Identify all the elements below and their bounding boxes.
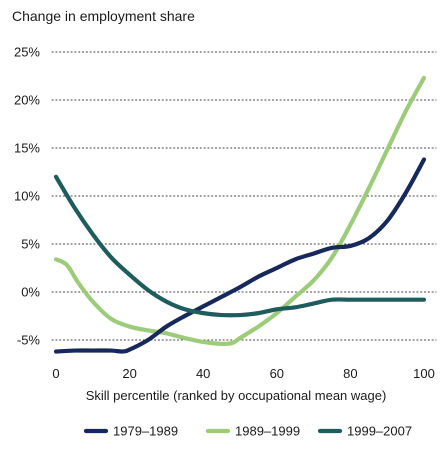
y-tick-label: 10%: [14, 189, 40, 204]
x-tick-labels: 0 20 40 60 80 100: [52, 366, 434, 381]
y-tick-label: 15%: [14, 141, 40, 156]
x-tick-label: 0: [52, 366, 59, 381]
x-tick-label: 80: [343, 366, 357, 381]
x-tick-label: 40: [196, 366, 210, 381]
y-tick-label: 25%: [14, 45, 40, 60]
x-tick-label: 20: [122, 366, 136, 381]
series-line-2: [53, 174, 427, 318]
x-tick-label: 60: [270, 366, 284, 381]
x-tick-label: 100: [413, 366, 435, 381]
series-lines: [53, 75, 427, 354]
series-line-0: [53, 157, 427, 354]
y-axis-label: Change in employment share: [12, 8, 195, 24]
legend-label: 1999–2007: [347, 424, 412, 439]
y-tick-label: 0%: [21, 285, 40, 300]
legend-label: 1989–1999: [235, 424, 300, 439]
gridlines: [51, 51, 437, 341]
legend: 1979–1989 1989–1999 1999–2007: [83, 424, 412, 439]
legend-label: 1979–1989: [113, 424, 178, 439]
series-line-1: [53, 75, 427, 346]
y-tick-label: 5%: [21, 237, 40, 252]
y-tick-labels: -5% 0% 5% 10% 15% 20% 25%: [14, 45, 40, 348]
y-tick-label: 20%: [14, 93, 40, 108]
y-tick-label: -5%: [17, 333, 41, 348]
x-axis-label: Skill percentile (ranked by occupational…: [86, 388, 387, 403]
